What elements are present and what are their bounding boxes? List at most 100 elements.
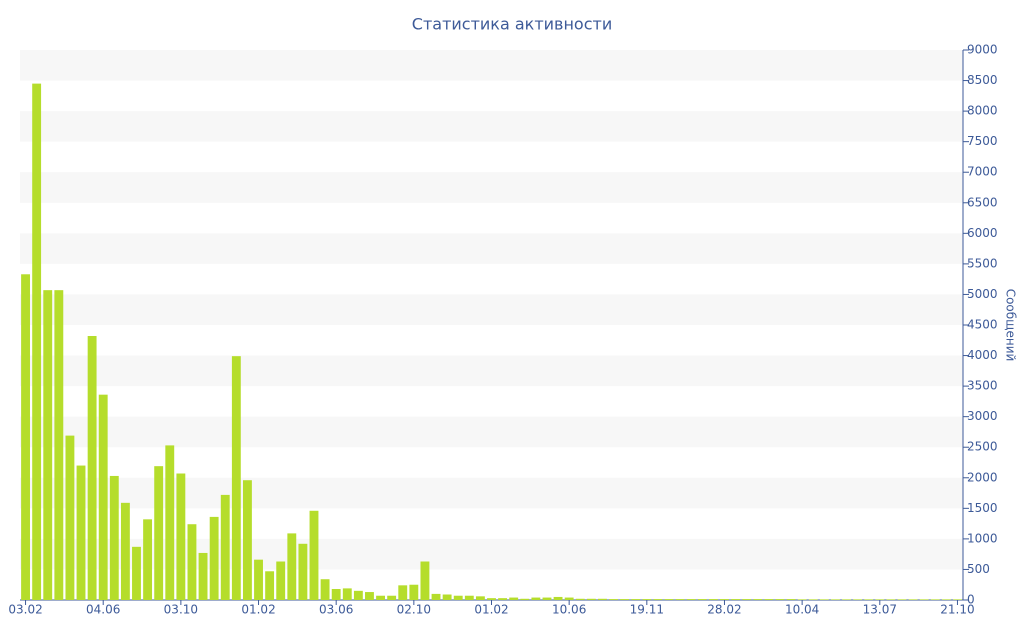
bar	[287, 533, 297, 600]
bar	[775, 599, 785, 600]
bar	[32, 83, 42, 601]
bar	[930, 599, 940, 600]
bar	[165, 445, 175, 600]
bar	[453, 595, 463, 600]
bar	[842, 599, 851, 600]
x-tick-label: 02.10	[397, 603, 431, 617]
bar	[376, 595, 385, 600]
bar	[487, 598, 496, 600]
bar	[642, 599, 652, 600]
bar	[819, 599, 829, 600]
bar	[409, 584, 419, 600]
bar	[620, 599, 630, 600]
grid-band	[20, 111, 963, 142]
bar	[575, 598, 585, 600]
bar	[464, 595, 474, 600]
bar	[797, 599, 807, 600]
bar	[21, 274, 30, 600]
y-tick-label: 0	[967, 593, 975, 607]
bar	[753, 599, 763, 600]
y-tick-label: 9000	[967, 43, 998, 57]
x-tick-label: 21.10	[940, 603, 974, 617]
bar	[498, 598, 508, 600]
grid-band	[20, 50, 963, 81]
y-tick-label: 3000	[967, 409, 998, 423]
bar	[897, 599, 907, 600]
bar	[808, 599, 818, 600]
chart-title: Статистика активности	[412, 15, 612, 34]
bar	[320, 579, 330, 600]
grid-band	[20, 172, 963, 203]
bar	[509, 597, 519, 600]
bar	[342, 588, 352, 600]
x-tick-label: 04.06	[86, 603, 120, 617]
bar	[109, 475, 119, 600]
y-tick-label: 6000	[967, 226, 998, 240]
bar	[731, 599, 741, 600]
bar	[764, 599, 774, 600]
x-tick-label: 10.04	[785, 603, 819, 617]
bar	[431, 593, 441, 600]
y-tick-label: 5500	[967, 256, 998, 270]
x-tick-label: 03.06	[319, 603, 353, 617]
bar	[953, 599, 962, 600]
bar	[875, 599, 885, 600]
bar	[742, 599, 752, 600]
bar	[697, 599, 707, 600]
bar	[154, 466, 164, 600]
bar	[76, 465, 86, 600]
bar	[43, 290, 53, 600]
bar	[586, 598, 596, 600]
bar	[231, 356, 241, 600]
bar	[542, 597, 552, 600]
bar	[442, 594, 452, 600]
bar	[176, 473, 186, 600]
bar	[387, 595, 397, 600]
bar	[919, 599, 929, 600]
bar	[331, 589, 341, 600]
y-tick-label: 6500	[967, 195, 998, 209]
bar	[675, 599, 685, 600]
y-tick-label: 1000	[967, 531, 998, 545]
y-tick-label: 4500	[967, 318, 998, 332]
x-tick-label: 01.02	[241, 603, 275, 617]
bar	[908, 599, 918, 600]
bar	[120, 502, 130, 600]
bar	[309, 510, 319, 600]
x-tick-label: 13.07	[863, 603, 897, 617]
y-tick-label: 500	[967, 562, 990, 576]
grid-band	[20, 355, 963, 387]
bar	[220, 494, 230, 600]
y-tick-label: 2500	[967, 440, 998, 454]
bar	[254, 559, 263, 600]
bar	[786, 599, 796, 600]
y-tick-label: 5000	[967, 287, 998, 301]
bar	[720, 599, 729, 600]
bar	[187, 524, 197, 600]
y-tick-label: 8500	[967, 73, 998, 87]
x-tick-label: 19.11	[630, 603, 664, 617]
grid-band	[20, 233, 963, 264]
bar	[98, 394, 108, 600]
bar	[353, 590, 363, 600]
bar	[830, 599, 840, 600]
bar	[531, 597, 541, 600]
grid-band	[20, 416, 963, 448]
bar	[65, 435, 75, 600]
bar	[598, 598, 607, 600]
bar	[864, 599, 874, 600]
bar	[87, 336, 97, 600]
bar	[265, 571, 275, 600]
bar	[520, 598, 530, 600]
bar	[564, 597, 574, 600]
x-tick-label: 03.02	[8, 603, 42, 617]
bar	[54, 290, 64, 600]
bar	[853, 599, 863, 600]
x-tick-label: 28.02	[707, 603, 741, 617]
y-tick-label: 8000	[967, 104, 998, 118]
y-tick-label: 1500	[967, 501, 998, 515]
x-tick-label: 01.02	[474, 603, 508, 617]
y-tick-label: 2000	[967, 470, 998, 484]
bar	[276, 561, 286, 600]
